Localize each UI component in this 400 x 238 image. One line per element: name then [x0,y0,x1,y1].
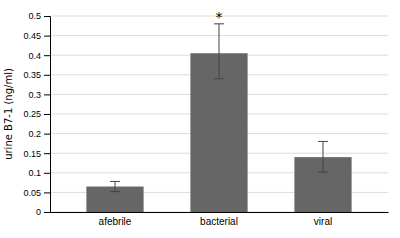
x-tick-label: viral [314,216,332,227]
y-tick-mark [44,192,50,193]
y-tick-mark [44,212,50,213]
y-tick: 0.45 [23,31,50,41]
x-tick: afebrile [99,216,132,227]
error-bar-lower [214,53,224,78]
annotation: * [216,9,223,25]
y-tick-mark [44,114,50,115]
y-tick-label: 0 [36,207,41,217]
bar [294,157,351,212]
y-tick-label: 0.5 [28,11,41,21]
y-tick-mark [44,153,50,154]
y-tick-label: 0.25 [23,109,41,119]
y-tick: 0.2 [28,129,50,139]
y-tick-mark [44,173,50,174]
y-tick-label: 0.05 [23,188,41,198]
x-axis: afebrile bacterial viral [51,213,389,228]
y-tick-mark [44,55,50,56]
y-tick: 0.5 [28,11,50,21]
y-tick: 0 [36,207,50,217]
bar [86,187,143,212]
error-bar-upper [110,181,120,186]
error-bar-upper [318,141,328,157]
y-tick: 0.4 [28,51,50,61]
x-tick: bacterial [200,216,238,227]
bar [190,53,247,212]
y-axis-line [44,17,51,213]
y-tick-label: 0.45 [23,31,41,41]
x-tick-label: afebrile [99,216,132,227]
y-tick-label: 0.35 [23,70,41,80]
error-bar-lower [318,157,328,172]
y-tick-mark [44,16,50,17]
y-tick-mark [44,36,50,37]
error-bar-lower [110,187,120,192]
y-tick: 0.1 [28,168,50,178]
error-bar-upper [214,24,224,53]
y-tick: 0.25 [23,109,50,119]
y-tick-mark [44,75,50,76]
y-tick: 0.15 [23,149,50,159]
marks [86,24,351,212]
y-axis: 0 0.05 0.1 0.15 0.2 0.25 0.3 0.35 0.4 0.45 0.5 [23,11,50,217]
y-tick-label: 0.2 [28,129,41,139]
x-axis-line [51,212,389,213]
x-tick-label: bacterial [200,216,238,227]
grid [50,16,388,212]
y-tick: 0.3 [28,90,50,100]
y-axis-title: urine B7-1 (ng/ml) [3,68,14,160]
y-tick-label: 0.4 [28,51,41,61]
y-tick: 0.05 [23,188,50,198]
y-tick: 0.35 [23,70,50,80]
y-tick-label: 0.3 [28,90,41,100]
x-tick: viral [314,216,332,227]
y-tick-label: 0.1 [28,168,41,178]
plot-area: 0 0.05 0.1 0.15 0.2 0.25 0.3 0.35 0.4 0.45 0.5 afeb… [23,9,388,227]
y-tick-mark [44,94,50,95]
y-tick-label: 0.15 [23,149,41,159]
chart-svg: 0 0.05 0.1 0.15 0.2 0.25 0.3 0.35 0.4 0.45 0.5 afeb… [0,0,400,238]
chart-container: 0 0.05 0.1 0.15 0.2 0.25 0.3 0.35 0.4 0.45 0.5 afeb… [0,0,400,238]
y-tick-mark [44,134,50,135]
